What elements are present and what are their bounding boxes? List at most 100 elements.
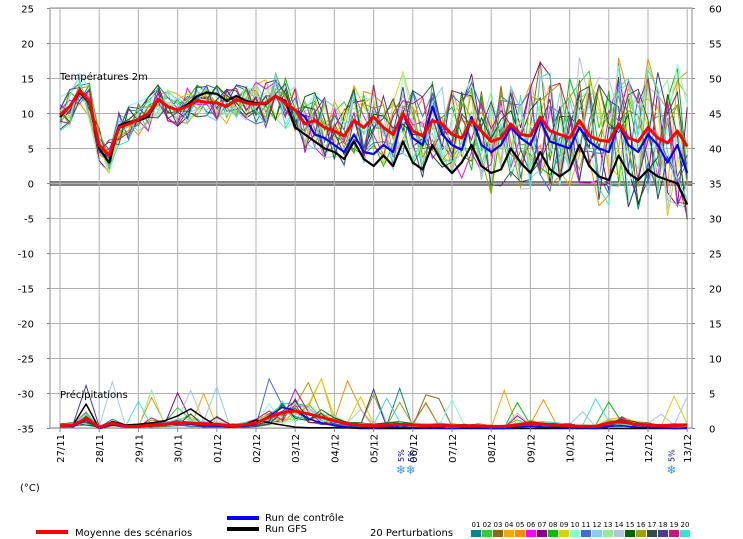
- perturbation-number: 19: [670, 521, 679, 529]
- perturbation-number: 18: [659, 521, 668, 529]
- perturbation-number: 14: [615, 521, 624, 529]
- snowflake-icon: ❄: [406, 463, 416, 477]
- perturbation-swatch: [493, 530, 503, 537]
- x-tick-label: 12/12: [644, 434, 655, 463]
- y-tick-label-right: 35: [709, 180, 722, 191]
- y-tick-label-right: 45: [709, 110, 722, 121]
- perturbation-number: 05: [516, 521, 525, 529]
- perturbation-swatch: [570, 530, 580, 537]
- perturbation-temp-line: [59, 82, 688, 200]
- y-tick-label-right: 10: [709, 355, 722, 366]
- perturbation-swatch: [548, 530, 558, 537]
- perturbation-number: 11: [582, 521, 591, 529]
- y-tick-label-right: 40: [709, 145, 722, 156]
- perturbation-number: 06: [527, 521, 536, 529]
- perturbation-number: 12: [593, 521, 602, 529]
- perturbation-number: 02: [483, 521, 492, 529]
- perturbation-swatch: [515, 530, 525, 537]
- perturbation-swatch: [669, 530, 679, 537]
- perturbation-swatch: [504, 530, 514, 537]
- x-tick-label: 29/11: [134, 434, 145, 463]
- legend: Moyenne des scénarios Run de contrôle Ru…: [36, 512, 690, 539]
- x-tick-label: 27/11: [56, 434, 67, 463]
- x-tick-label: 06/12: [409, 434, 420, 463]
- perturbation-swatch: [482, 530, 492, 537]
- y-tick-label-right: 0: [709, 425, 715, 436]
- y-tick-label-left: -35: [18, 425, 34, 436]
- y-tick-label-left: -25: [18, 355, 34, 366]
- axes: 2520151050-5-10-15-20-25-30-356055504540…: [18, 5, 722, 463]
- perturbation-swatch: [625, 530, 635, 537]
- x-tick-label: 03/12: [291, 434, 302, 463]
- x-tick-label: 08/12: [487, 434, 498, 463]
- y-tick-label-left: 20: [21, 40, 34, 51]
- temperature-panel-title: Températures 2m: [59, 71, 148, 83]
- y-tick-label-left: -15: [18, 285, 34, 296]
- y-tick-label-right: 55: [709, 40, 722, 51]
- perturbation-number: 09: [560, 521, 569, 529]
- y-tick-label-left: -10: [18, 250, 34, 261]
- y-tick-label-left: 0: [28, 180, 34, 191]
- perturbation-swatches: 01 02 03 04 05 06 07 08 09 10 11 12 13 14 15 16 17 18 19 20: [471, 521, 690, 537]
- y-tick-label-left: -30: [18, 390, 34, 401]
- perturbation-swatch: [537, 530, 547, 537]
- snowflake-icon: ❄: [666, 463, 676, 477]
- perturbation-swatch: [658, 530, 668, 537]
- snowflake-icon: ❄: [396, 463, 406, 477]
- snow-marker: 5%❄: [396, 449, 406, 477]
- y-tick-label-right: 60: [709, 5, 722, 16]
- perturbation-swatch: [526, 530, 536, 537]
- y-tick-label-right: 25: [709, 250, 722, 261]
- perturbation-number: 08: [549, 521, 558, 529]
- snow-probability-label: 5%: [397, 449, 406, 462]
- perturbation-swatch: [636, 530, 646, 537]
- perturbation-swatch: [647, 530, 657, 537]
- x-tick-label: 30/11: [174, 434, 185, 463]
- perturbation-swatch: [559, 530, 569, 537]
- mean-precipitation-line: [59, 409, 688, 429]
- x-tick-label: 07/12: [448, 434, 459, 463]
- perturbation-swatch: [680, 530, 690, 537]
- perturbation-number: 03: [494, 521, 503, 529]
- perturbation-swatch: [603, 530, 613, 537]
- perturbation-number: 13: [604, 521, 613, 529]
- snow-marker: 5%❄: [406, 449, 416, 477]
- snow-probability-label: 5%: [407, 449, 416, 462]
- precipitation-panel-title: Précipitations: [60, 389, 128, 401]
- legend-control-label: Run de contrôle: [265, 512, 344, 524]
- legend-perturbations-label: 20 Perturbations: [370, 528, 453, 539]
- legend-mean-label: Moyenne des scénarios: [75, 527, 192, 539]
- y-tick-label-right: 30: [709, 215, 722, 226]
- mean-temperature-line: [59, 88, 689, 157]
- y-tick-label-right: 15: [709, 320, 722, 331]
- x-tick-label: 05/12: [370, 434, 381, 463]
- perturbation-number: 01: [472, 521, 481, 529]
- snow-markers: 5%❄5%❄5%❄: [396, 449, 677, 477]
- y-tick-label-right: 20: [709, 285, 722, 296]
- snow-marker: 5%❄: [666, 449, 676, 477]
- y-tick-label-right: 5: [709, 390, 715, 401]
- x-tick-label: 10/12: [566, 434, 577, 463]
- y-tick-label-left: 5: [28, 145, 34, 156]
- perturbation-swatch: [592, 530, 602, 537]
- perturbation-number: 20: [681, 521, 690, 529]
- x-tick-label: 02/12: [252, 434, 263, 463]
- perturbation-number: 17: [648, 521, 657, 529]
- perturbation-number: 04: [505, 521, 514, 529]
- perturbation-swatch: [471, 530, 481, 537]
- x-tick-label: 13/12: [683, 434, 694, 463]
- y-tick-label-left: 15: [21, 75, 34, 86]
- y-tick-label-left: -20: [18, 320, 34, 331]
- snow-probability-label: 5%: [668, 449, 677, 462]
- legend-gfs-label: Run GFS: [265, 524, 307, 535]
- x-tick-label: 09/12: [526, 434, 537, 463]
- perturbation-swatch: [614, 530, 624, 537]
- x-tick-label: 01/12: [213, 434, 224, 463]
- x-tick-label: 04/12: [330, 434, 341, 463]
- perturbation-number: 15: [626, 521, 635, 529]
- perturbation-number: 16: [637, 521, 646, 529]
- y-tick-label-left: 25: [21, 5, 34, 16]
- x-tick-label: 11/12: [605, 434, 616, 463]
